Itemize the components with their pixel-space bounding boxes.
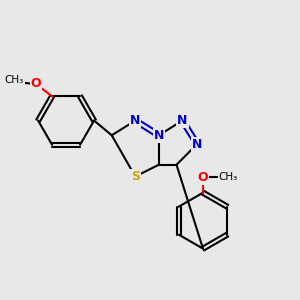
Text: S: S [131, 170, 140, 183]
Text: N: N [130, 114, 140, 127]
Text: O: O [198, 171, 208, 184]
Text: CH₃: CH₃ [218, 172, 237, 182]
Text: N: N [192, 138, 202, 151]
Text: CH₃: CH₃ [5, 75, 24, 85]
Text: N: N [154, 129, 164, 142]
Text: O: O [31, 77, 41, 91]
Text: N: N [177, 114, 188, 127]
